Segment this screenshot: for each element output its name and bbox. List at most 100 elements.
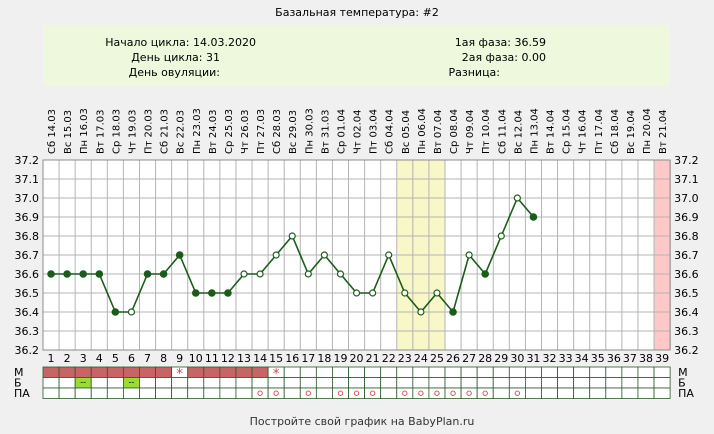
plot-border (42, 159, 671, 351)
row-cell (492, 377, 510, 389)
day-number: 18 (317, 352, 331, 365)
date-label: Пт 03.04 (369, 109, 380, 154)
date-label: Пн 20.04 (642, 108, 653, 154)
pa-mark (353, 390, 360, 396)
y-tick-label-right: 36.5 (674, 287, 699, 300)
row-cell (90, 366, 108, 378)
y-tick-label-left: 36.4 (15, 306, 40, 319)
row-cell (315, 377, 333, 389)
row-cell (283, 366, 301, 378)
date-label: Пн 06.04 (417, 108, 428, 154)
row-cell (637, 377, 655, 389)
b-mark: -- (129, 378, 135, 387)
row-cell (492, 366, 510, 378)
row-cell (235, 387, 253, 399)
row-label-right: ПА (678, 387, 694, 400)
date-label: Ср 15.04 (562, 109, 573, 154)
date-label: Пт 17.04 (594, 109, 605, 154)
temperature-point (401, 289, 409, 297)
y-tick-label-right: 37.2 (674, 154, 699, 167)
y-tick-label-right: 36.7 (674, 249, 699, 262)
row-cell (541, 377, 558, 389)
date-label: Вс 15.03 (63, 110, 74, 154)
day-number: 4 (96, 352, 103, 365)
day-number: 14 (253, 352, 267, 365)
pa-mark (305, 390, 312, 396)
row-cell (653, 366, 671, 378)
row-label-left: ПА (14, 387, 30, 400)
row-cell (332, 377, 349, 389)
row-cell (621, 387, 639, 399)
day-number: 16 (285, 352, 299, 365)
pa-mark (466, 390, 472, 396)
row-cell (364, 366, 382, 378)
temperature-point (272, 251, 280, 259)
date-label: Вс 22.03 (176, 110, 187, 154)
row-cell (299, 387, 317, 399)
row-cell (74, 387, 92, 399)
footer-link[interactable]: Постройте свой график на BabyPlan.ru (250, 415, 475, 428)
row-cell (525, 387, 542, 399)
row-cell (428, 387, 446, 399)
row-cell (573, 366, 591, 378)
pa-mark (482, 390, 488, 396)
row-cell (508, 377, 526, 389)
y-tick-label-right: 37.1 (674, 173, 699, 186)
temperature-point (256, 270, 264, 278)
row-cell (123, 366, 140, 378)
row-cell (557, 366, 575, 378)
date-label: Ср 08.04 (449, 109, 460, 154)
row-cell (428, 377, 446, 389)
row-cell (557, 387, 575, 399)
day-number: 21 (366, 352, 380, 365)
chart-title: Базальная температура: #2 (275, 6, 439, 19)
day-number: 32 (543, 352, 557, 365)
temperature-point (417, 308, 425, 316)
temperature-point (369, 289, 377, 297)
row-cell (637, 366, 655, 378)
row-cell (541, 387, 558, 399)
temperature-point (385, 251, 393, 259)
temperature-point (497, 232, 505, 240)
temperature-point (47, 270, 55, 278)
phase1: 1ая фаза: 36.59 (455, 36, 546, 49)
day-number: 39 (655, 352, 669, 365)
date-label: Вс 12.04 (513, 110, 524, 154)
row-cell (139, 387, 156, 399)
day-number: 10 (189, 352, 203, 365)
row-cell (525, 366, 542, 378)
y-tick-label-right: 36.9 (674, 211, 699, 224)
row-cell (573, 387, 591, 399)
temperature-point (95, 270, 104, 278)
temperature-point (529, 213, 538, 221)
date-label: Ср 25.03 (224, 109, 235, 154)
y-tick-label-right: 36.2 (674, 344, 699, 357)
temperature-point (224, 289, 232, 297)
date-label: Чт 02.04 (353, 110, 364, 155)
star-mark: * (176, 367, 183, 382)
day-number: 1 (48, 352, 55, 365)
y-tick-label-left: 37.0 (15, 192, 40, 205)
row-label-left: Б (14, 377, 22, 390)
row-cell (396, 377, 414, 389)
day-number: 29 (494, 352, 508, 365)
row-cell (444, 387, 462, 399)
row-cell (364, 377, 382, 389)
temperature-point (191, 289, 200, 297)
row-cell (605, 387, 623, 399)
row-cell (589, 377, 607, 389)
day-number: 2 (64, 352, 71, 365)
row-cell (557, 377, 575, 389)
row-cell (380, 387, 398, 399)
temperature-point (111, 308, 120, 316)
y-tick-label-left: 36.5 (15, 287, 40, 300)
day-number: 12 (221, 352, 235, 365)
y-tick-label-left: 36.3 (15, 325, 40, 338)
day-number: 5 (112, 352, 119, 365)
date-label: Пт 20.03 (144, 109, 155, 154)
info-panel (43, 25, 670, 86)
date-label: Пт 27.03 (256, 109, 267, 154)
y-tick-label-left: 36.8 (15, 230, 40, 243)
row-cell (58, 366, 76, 378)
day-number: 28 (478, 352, 492, 365)
